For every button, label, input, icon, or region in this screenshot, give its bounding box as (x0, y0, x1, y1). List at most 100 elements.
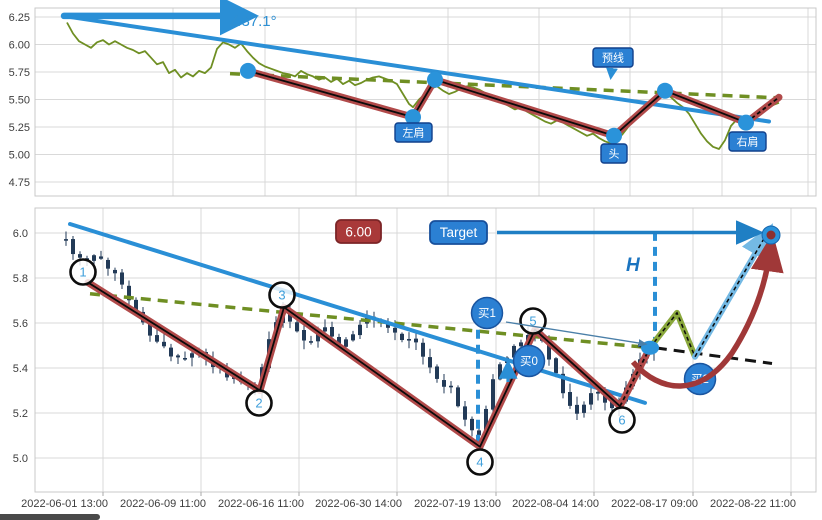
candle-body (113, 269, 117, 274)
buy1-marker: 买1 (470, 296, 504, 330)
candle-body (155, 335, 159, 342)
height-h-label: H (626, 255, 641, 276)
x-tick-label: 2022-06-01 13:00 (21, 498, 108, 510)
candlestick-series (64, 231, 656, 440)
head-badge-box (600, 143, 628, 164)
bottom-y-tick-label: 6.0 (13, 228, 28, 240)
candle-body (603, 393, 607, 403)
top-y-tick-label: 5.50 (9, 95, 30, 107)
candle-body (568, 392, 572, 406)
candle-body (582, 404, 586, 413)
forecast-green-core (649, 311, 696, 357)
candle-body (190, 353, 194, 358)
panel-borders (34, 7, 817, 493)
pivot-number-circle (245, 389, 273, 417)
candle-body (162, 341, 166, 347)
pivot-number-label: 3 (278, 288, 285, 303)
top-pivot-dot (738, 114, 754, 131)
taskbar-fragment (0, 514, 100, 520)
bottom-trendline (68, 222, 647, 405)
x-tick-label: 2022-08-04 14:00 (512, 498, 599, 510)
candle-body (519, 342, 523, 347)
candle-body (428, 357, 432, 368)
candle-body (421, 342, 425, 357)
right-shoulder-callout: 右肩 (728, 131, 767, 152)
pivot-number-circles: 1 2 3 4 5 6 (69, 258, 636, 476)
candle-body (435, 366, 439, 379)
neckline-pointer-arrow (606, 67, 618, 80)
top-y-tick-label: 4.75 (9, 177, 30, 189)
buy0-marker: 买0 (512, 344, 546, 378)
pivot-number-label: 1 (79, 265, 86, 280)
buy1-circle (470, 296, 504, 330)
left-shoulder-label: 左肩 (403, 126, 425, 140)
left-shoulder-callout: 左肩 (394, 122, 433, 143)
candle-body (337, 337, 341, 347)
x-tick-label: 2022-06-30 14:00 (315, 498, 402, 510)
candle-body (589, 393, 593, 405)
candle-body (99, 256, 103, 259)
candle-body (316, 330, 320, 342)
candle-body (169, 347, 173, 357)
top-neckline-dashed (229, 71, 779, 100)
candle-body (596, 391, 600, 394)
panel-border (34, 207, 817, 493)
candle-body (400, 333, 404, 341)
x-tick-label: 2022-06-16 11:00 (218, 498, 304, 510)
top-y-tick-label: 5.25 (9, 122, 30, 134)
neckline-badge-label: 预线 (602, 51, 624, 65)
candle-body (71, 239, 75, 255)
top-pivot-dot (240, 62, 256, 79)
candle-body (176, 355, 180, 358)
x-tick-label: 2022-08-17 09:00 (611, 498, 698, 510)
bottom-neckline-dashed (89, 292, 651, 350)
head-callout: 头 (600, 143, 628, 164)
candle-body (407, 338, 411, 341)
price-badge-label: 6.00 (345, 225, 371, 240)
candle-body (295, 322, 299, 332)
panel-border (34, 7, 817, 197)
top-y-tick-label: 5.75 (9, 67, 30, 79)
candle-body (148, 322, 152, 336)
projection-curve (630, 232, 784, 389)
candle-body (498, 364, 502, 380)
candle-body (561, 373, 565, 394)
candle-body (330, 326, 334, 337)
candle-body (92, 255, 96, 261)
candle-body (358, 324, 362, 336)
red-projection-arrow (630, 232, 784, 389)
candle-body (414, 338, 418, 343)
target-point-inner (766, 230, 776, 240)
candle-body (309, 341, 313, 343)
right-shoulder-label: 右肩 (737, 135, 759, 149)
price-badge-box (335, 219, 382, 244)
neckline-callout: 预线 (592, 47, 634, 80)
candle-body (64, 239, 68, 241)
candle-body (323, 327, 327, 332)
candle-body (491, 379, 495, 410)
buy0-label: 买0 (520, 355, 538, 368)
bottom-y-tick-label: 5.8 (13, 273, 28, 285)
angle-annotation: ∠37.1° (228, 13, 277, 30)
target-annotation: Target (429, 220, 764, 245)
price-target-badge: 6.00 (335, 219, 382, 244)
bottom-zigzag-red (84, 279, 654, 451)
candle-body (106, 259, 110, 269)
top-y-tick-label: 6.25 (9, 12, 30, 24)
target-badge-label: Target (440, 225, 478, 240)
black-dashed-support (637, 344, 773, 365)
neckline-dashed-lines (89, 71, 779, 350)
candle-body (512, 345, 516, 358)
bottom-zigzag-core (87, 281, 621, 448)
candle-body (344, 339, 348, 347)
bottom-y-tick-label: 5.4 (13, 363, 28, 375)
x-tick-label: 2022-08-22 11:00 (710, 498, 796, 510)
pivot-dots (240, 62, 754, 355)
candle-body (183, 357, 187, 360)
target-point (761, 225, 781, 245)
top-y-tick-label: 6.00 (9, 40, 30, 52)
candle-body (463, 406, 467, 420)
candle-body (456, 387, 460, 407)
